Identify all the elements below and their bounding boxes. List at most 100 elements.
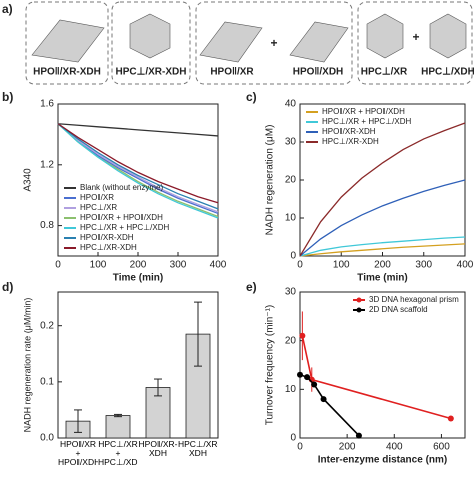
origami <box>366 13 404 59</box>
axes-frame <box>57 291 219 439</box>
point <box>297 371 303 378</box>
panel-label: c) <box>246 90 257 104</box>
x-tick-label-box: HPO‖/XR + HPO‖/XDH <box>58 440 98 467</box>
y-axis-title: NADH regeneration (μM) <box>265 125 276 236</box>
legend-label: HPO‖/XR + HPO‖/XDH <box>322 107 405 116</box>
y-tick-label: 20 <box>285 175 297 186</box>
legend-label: HPO‖/XR <box>80 193 114 202</box>
y-tick-label: 1.6 <box>40 99 54 110</box>
x-tick-label: 0 <box>55 260 61 271</box>
legend-label: HPC⊥/XR + HPC⊥/XDH <box>80 223 170 232</box>
y-tick-label: 0 <box>290 251 296 262</box>
x-tick-label: HPO‖/XR-XDH <box>138 440 178 458</box>
x-tick-label: HPO‖/XR + HPO‖/XDH <box>58 440 98 467</box>
panel-a: HPO‖/XR-XDH HPC⊥/XR-XDH HPO‖/XR + HPO‖/X… <box>25 1 474 85</box>
series-line <box>301 335 452 420</box>
point <box>311 381 318 388</box>
x-tick-label: 100 <box>333 260 350 271</box>
x-tick-label: HPC⊥/XR + HPC⊥/XDH <box>98 440 138 467</box>
legend-label: 2D DNA scaffold <box>369 305 428 314</box>
panel-label: d) <box>2 280 13 294</box>
origami <box>429 13 467 59</box>
series-line <box>57 123 219 219</box>
point <box>299 332 306 339</box>
y-tick-label: 10 <box>285 384 297 395</box>
y-axis-title: A340 <box>23 168 34 192</box>
series-line <box>299 179 466 257</box>
y-tick-label: 10 <box>285 213 297 224</box>
y-tick-label: 0.8 <box>40 220 54 231</box>
x-tick-label: 300 <box>170 260 187 271</box>
legend-label: HPO‖/XR + HPO‖/XDH <box>80 213 163 222</box>
series-line <box>299 243 466 257</box>
label: HPO‖/XR <box>210 67 254 78</box>
panel-label: e) <box>246 280 257 294</box>
x-tick-label: 200 <box>130 260 147 271</box>
frame <box>25 1 109 85</box>
origami <box>129 13 171 59</box>
series-line <box>57 123 219 137</box>
x-tick-label: 400 <box>457 260 474 271</box>
point <box>447 415 454 422</box>
panel-label: b) <box>2 90 13 104</box>
point <box>304 374 311 381</box>
frame <box>357 1 473 85</box>
x-axis-title: Inter-enzyme distance (nm) <box>318 455 447 466</box>
x-tick-label: 0 <box>297 260 303 271</box>
x-tick-label: HPC⊥/XR-XDH <box>178 440 218 458</box>
origami <box>289 21 349 63</box>
x-tick-label-box: HPC⊥/XR + HPC⊥/XDH <box>98 440 138 467</box>
legend-swatch <box>356 297 362 303</box>
series-line <box>299 122 466 257</box>
y-tick-label: 20 <box>285 335 297 346</box>
legend-label: HPO‖/XR-XDH <box>322 127 376 136</box>
point <box>355 432 362 439</box>
y-tick-label: 0.1 <box>40 376 54 387</box>
series-line <box>57 123 219 210</box>
frame <box>195 1 353 85</box>
label: HPC⊥/XDH <box>421 67 474 78</box>
x-tick-label: 0 <box>297 442 303 453</box>
y-tick-label: 40 <box>285 99 297 110</box>
y-tick-label: 0.2 <box>40 320 54 331</box>
y-tick-label: 30 <box>285 287 297 298</box>
axes-frame <box>299 291 466 439</box>
label: HPO‖/XDH <box>293 67 344 78</box>
label: HPC⊥/XR-XDH <box>116 67 187 78</box>
legend-label: HPC⊥/XR <box>80 203 117 212</box>
x-tick-label: 200 <box>339 442 356 453</box>
x-tick-label: 200 <box>374 260 391 271</box>
series-line <box>299 236 466 257</box>
series-line <box>57 123 219 204</box>
x-tick-label: 100 <box>90 260 107 271</box>
y-axis-title: Turnover frequency (min⁻¹) <box>265 305 276 426</box>
x-axis-title: Time (min) <box>113 273 163 284</box>
y-axis-title: NADH regeneration rate (μM/min) <box>22 298 32 433</box>
origami <box>199 21 263 63</box>
x-tick-label: 300 <box>415 260 432 271</box>
y-tick-label: 1.2 <box>40 159 54 170</box>
bar <box>105 415 131 439</box>
panel-label: a) <box>2 2 13 16</box>
point <box>320 396 327 403</box>
legend-label: 3D DNA hexagonal prism <box>369 295 459 304</box>
x-tick-label: 600 <box>433 442 450 453</box>
plus: + <box>412 30 419 44</box>
x-tick-label-box: HPC⊥/XR-XDH <box>178 440 218 458</box>
y-tick-label: 0 <box>290 433 296 444</box>
x-tick-label-box: HPO‖/XR-XDH <box>138 440 178 458</box>
y-tick-label: 30 <box>285 137 297 148</box>
frame <box>111 1 191 85</box>
x-tick-label: 400 <box>210 260 227 271</box>
legend-label: Blank (without enzyme) <box>80 183 163 192</box>
origami <box>31 19 105 63</box>
legend-swatch <box>356 307 362 313</box>
y-tick-label: 0.0 <box>40 433 54 444</box>
series-line <box>57 123 219 213</box>
legend-label: HPO‖/XR-XDH <box>80 233 134 242</box>
x-tick-label: 400 <box>386 442 403 453</box>
plus: + <box>270 36 277 50</box>
legend-label: HPC⊥/XR-XDH <box>322 137 379 146</box>
label: HPO‖/XR-XDH <box>33 67 101 78</box>
